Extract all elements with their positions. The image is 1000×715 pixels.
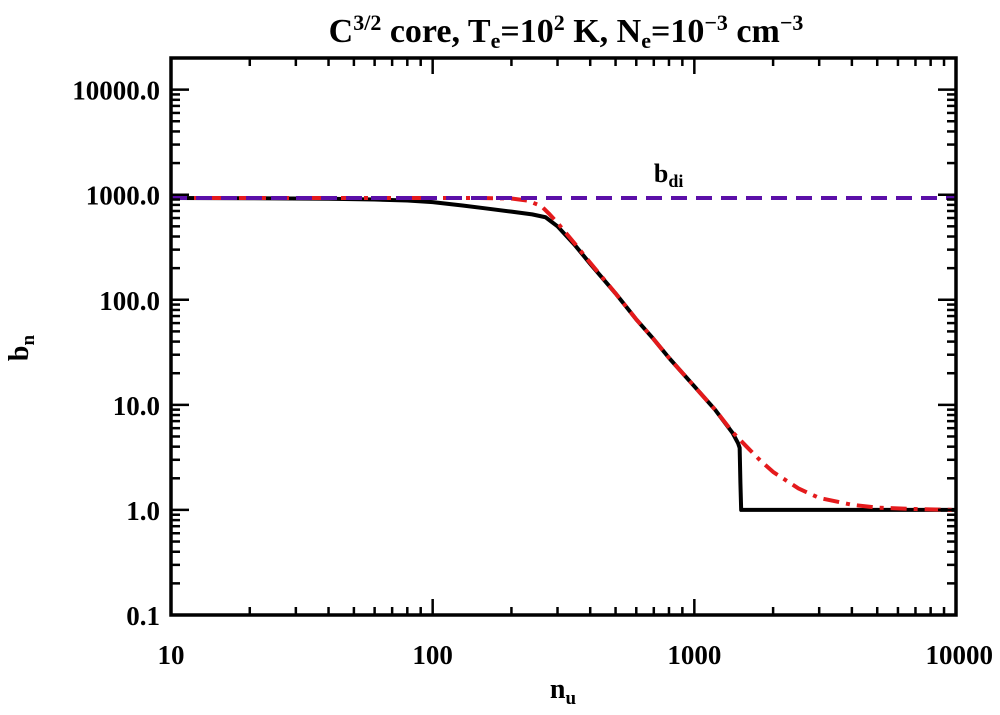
title-part: 2 (554, 10, 565, 35)
title-part: C (329, 13, 354, 50)
y-tick-label: 0.1 (126, 601, 160, 631)
series-line-dashdot (171, 196, 957, 512)
title-part: core, T (381, 13, 491, 50)
x-tick-label: 100 (412, 640, 453, 670)
label-layer: 10 100 1000 10000 0.1 1.0 10.0 100.0 1000.0 10000… (4, 76, 993, 709)
title-part: cm (728, 13, 780, 50)
series-layer (170, 196, 957, 512)
title-part: =10 (500, 13, 553, 50)
title-part: −3 (780, 10, 804, 35)
x-tick-label: 10000 (926, 640, 994, 670)
title-part: =10 (651, 13, 704, 50)
title-part: 3/2 (353, 10, 381, 35)
plot-frame (169, 56, 958, 617)
y-tick-label: 100.0 (99, 286, 160, 316)
y-axis-label: bn (4, 335, 39, 362)
title-part: K, N (565, 13, 642, 50)
y-tick-label: 10.0 (113, 391, 160, 421)
y-tick-label: 1.0 (126, 496, 160, 526)
chart-title: C3/2 core, Te=102 K, Ne=10−3 cm−3 (329, 10, 804, 53)
x-tick-label: 10 (158, 640, 185, 670)
y-tick-label: 1000.0 (86, 181, 160, 211)
y-tick-label: 10000.0 (72, 76, 160, 106)
annotation-b-di: bdi (654, 159, 683, 191)
x-tick-label: 1000 (667, 640, 721, 670)
tick-layer (169, 56, 958, 617)
title-part: −3 (704, 10, 728, 35)
x-axis-label: nu (550, 674, 577, 709)
title-part: e (641, 28, 651, 53)
title-part: e (491, 28, 501, 53)
series-line-solid (170, 196, 956, 512)
